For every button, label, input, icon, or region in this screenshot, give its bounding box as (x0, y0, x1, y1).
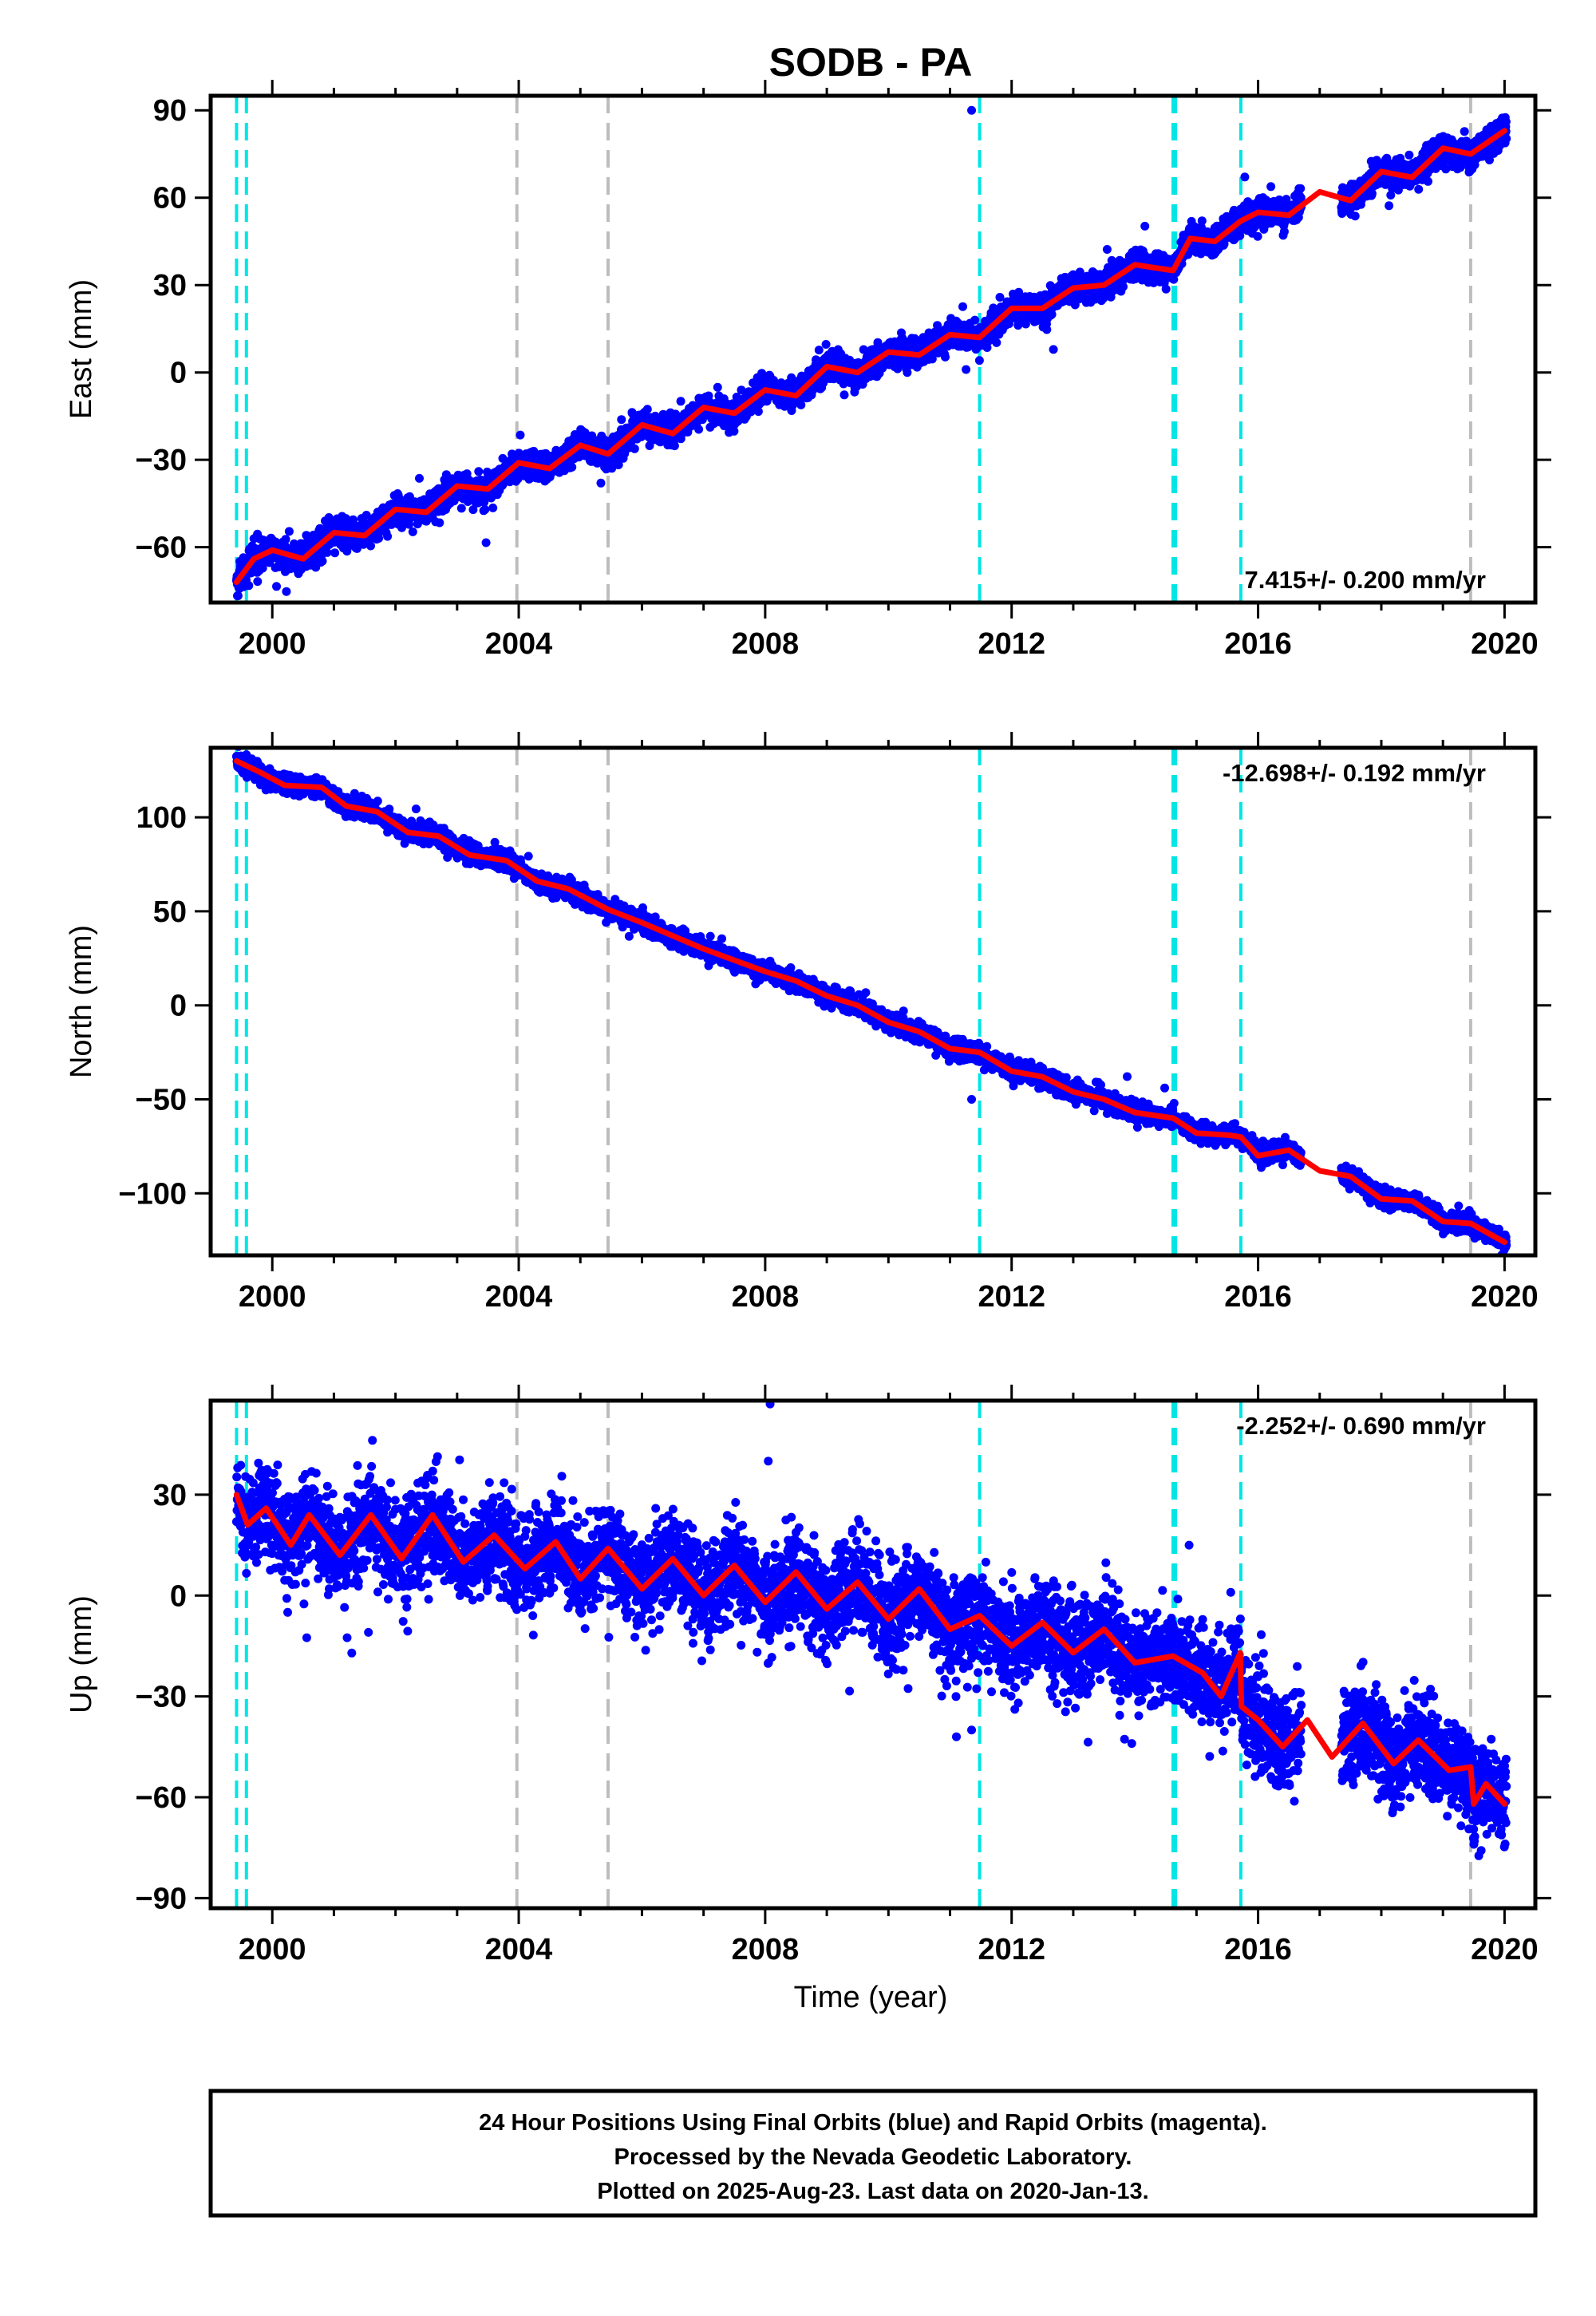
position-point (1253, 231, 1262, 241)
position-point (513, 474, 523, 484)
position-point (1197, 216, 1207, 226)
position-point (614, 460, 623, 469)
position-points (231, 105, 1511, 601)
figure-title: SODB - PA (769, 40, 973, 85)
position-point (941, 352, 950, 362)
position-point (642, 405, 652, 414)
position-point (516, 430, 525, 440)
position-point (1266, 182, 1276, 192)
position-point (488, 503, 498, 512)
position-point (1049, 345, 1058, 354)
position-point (1279, 227, 1289, 236)
position-point (284, 527, 294, 536)
position-point (366, 541, 375, 551)
position-point (1296, 184, 1306, 193)
position-point (814, 346, 824, 355)
position-point (974, 356, 984, 366)
position-point (1042, 325, 1052, 334)
position-point (713, 382, 722, 392)
position-point (992, 338, 1001, 347)
position-point (456, 504, 466, 513)
position-point (596, 478, 606, 488)
position-point (282, 587, 291, 596)
position-point (361, 511, 371, 520)
position-point (253, 577, 263, 587)
position-point (481, 538, 491, 547)
position-point (1140, 221, 1150, 231)
position-point (962, 365, 971, 374)
position-point (281, 535, 290, 544)
position-point (322, 547, 332, 557)
position-point (821, 340, 831, 349)
position-point (383, 532, 393, 541)
position-point (408, 527, 417, 536)
vertical-lines (235, 96, 1472, 603)
position-point (839, 390, 849, 400)
position-point (658, 409, 668, 419)
position-point (1350, 211, 1360, 221)
position-point (694, 425, 704, 434)
position-point (272, 582, 281, 591)
position-point (1240, 172, 1250, 182)
position-point (480, 505, 490, 514)
position-point (970, 315, 980, 325)
position-point (630, 444, 639, 453)
position-point (567, 462, 577, 472)
position-point (1161, 284, 1171, 294)
position-point (244, 581, 254, 591)
position-point (330, 548, 340, 558)
position-point (1102, 245, 1112, 254)
position-point (617, 415, 626, 425)
position-point (474, 467, 484, 476)
position-point (415, 473, 424, 483)
position-point (318, 556, 327, 566)
position-point (670, 441, 679, 451)
east-panel: 2000 2004 2008 2012 2016 2020−60−300306090Eas… (65, 80, 1551, 661)
position-point (435, 518, 444, 528)
position-point (676, 434, 685, 444)
position-point (1047, 310, 1057, 319)
position-point (958, 302, 967, 311)
position-point (903, 368, 912, 377)
position-point (580, 428, 590, 437)
position-point (374, 534, 384, 543)
position-point (233, 591, 243, 600)
position-point (676, 397, 685, 406)
position-point (275, 559, 284, 569)
